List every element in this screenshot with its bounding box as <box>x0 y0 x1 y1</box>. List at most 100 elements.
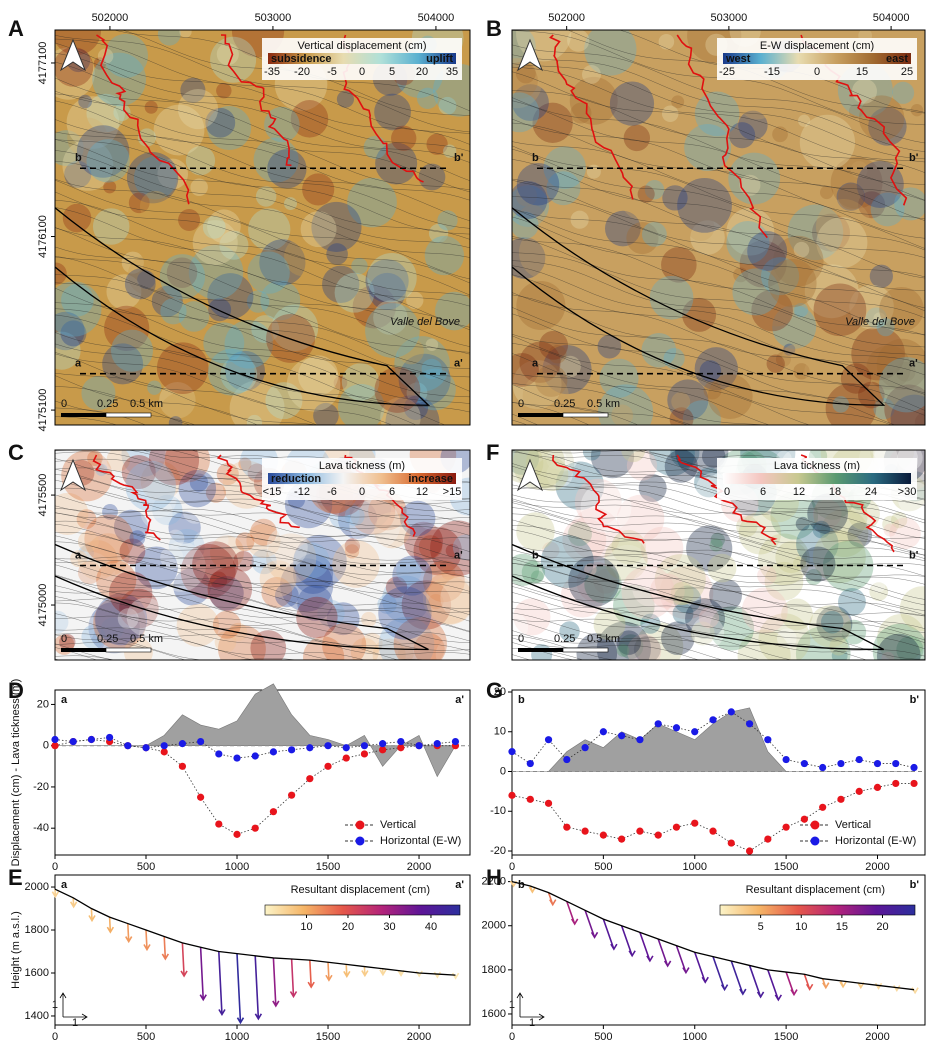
map-patch <box>426 576 470 624</box>
map-patch <box>55 130 84 166</box>
map-patch <box>55 603 96 650</box>
contour-line <box>55 179 470 284</box>
map-patch <box>216 43 239 66</box>
map-patch <box>368 272 406 311</box>
point <box>451 737 460 746</box>
map-patch <box>895 361 916 382</box>
contour-line <box>55 564 470 622</box>
map-patch <box>266 526 308 568</box>
map-patch <box>55 262 67 285</box>
x-tick-label: 504000 <box>418 12 455 24</box>
map-patch <box>869 582 889 601</box>
map-patch <box>418 163 446 191</box>
y-tick-label: -40 <box>33 822 49 834</box>
scalebar-white <box>105 647 152 653</box>
map-patch <box>208 298 232 322</box>
map-patch <box>190 178 208 197</box>
colorbar-tick-label: -25 <box>719 66 735 78</box>
map-patch <box>250 630 287 660</box>
lava-outline <box>220 34 292 167</box>
y-tick-label: 1400 <box>25 1010 49 1022</box>
map-patch <box>661 105 679 123</box>
point <box>672 823 681 831</box>
map-patch <box>84 514 134 564</box>
map-patch <box>62 139 114 191</box>
map-patch <box>375 142 418 185</box>
map-patch <box>436 232 470 275</box>
y-axis-label: Height (m a.s.l.) <box>10 911 22 989</box>
colorbar-tick-label: 30 <box>383 921 395 933</box>
map-patch <box>543 146 586 189</box>
map-patch <box>337 499 378 539</box>
map-patch <box>155 541 206 592</box>
map-patch <box>424 235 465 276</box>
map-patch <box>811 213 851 252</box>
lava-outline <box>549 34 634 200</box>
colorbar-tick-label: 12 <box>793 486 805 498</box>
map-patch <box>86 533 130 577</box>
x-tick-label: 1500 <box>774 861 798 873</box>
point <box>691 728 699 736</box>
map-patch <box>686 525 733 572</box>
contour-line <box>512 44 925 144</box>
profile-start: b <box>532 152 539 164</box>
map-patch <box>512 181 548 220</box>
point <box>306 744 314 752</box>
map-patch <box>76 125 130 178</box>
contour-line <box>512 179 925 279</box>
contour-line <box>512 637 700 660</box>
map-patch <box>207 273 254 320</box>
map-patch <box>365 303 420 358</box>
point <box>526 759 534 768</box>
contour-line <box>55 191 470 296</box>
contour-line <box>55 308 470 404</box>
map-patch <box>129 530 146 547</box>
map-patch <box>851 326 905 381</box>
x-tick-label: 1000 <box>683 861 707 873</box>
colorbar <box>268 53 456 64</box>
contour-line <box>55 352 319 425</box>
profile-start: b <box>518 879 525 891</box>
contour-line <box>55 558 470 616</box>
colorbar-tick-label: 15 <box>836 921 848 933</box>
map-patch <box>413 368 456 411</box>
map-patch <box>616 644 630 657</box>
map-patch <box>133 156 178 200</box>
y-tick-label: -20 <box>33 781 49 793</box>
contour-line <box>512 118 925 221</box>
x-tick-label: 1500 <box>316 861 340 873</box>
map-patch <box>530 570 544 584</box>
colorbar-title: Vertical displacement (cm) <box>298 40 427 52</box>
map-patch <box>598 384 654 425</box>
contour-line <box>55 207 470 307</box>
contour-line <box>55 532 470 585</box>
map-patch <box>207 106 252 151</box>
displacement-arrow <box>125 923 133 944</box>
displacement-arrow <box>566 901 579 926</box>
map-patch <box>293 542 330 579</box>
x-tick-label: 504000 <box>873 12 910 24</box>
map-patch <box>344 538 361 554</box>
colorbar-tick-label: 20 <box>876 921 888 933</box>
map-patch <box>542 344 592 395</box>
map-patch <box>148 450 200 486</box>
map-patch <box>159 254 206 300</box>
point <box>178 740 187 748</box>
map-patch <box>300 211 337 248</box>
point <box>819 803 827 811</box>
map <box>512 450 925 660</box>
map-patch <box>661 247 697 283</box>
map-patch <box>813 283 867 337</box>
point <box>800 759 808 768</box>
map-patch <box>188 245 244 300</box>
displacement-arrow <box>602 918 618 951</box>
panel-label: D <box>8 678 24 703</box>
map-patch <box>322 265 360 303</box>
contour-line <box>55 512 470 567</box>
contour-line <box>512 607 925 660</box>
contour-line <box>55 77 470 182</box>
map-patch <box>428 223 449 244</box>
map-patch <box>599 358 639 398</box>
plot-frame <box>511 874 926 1026</box>
map-patch <box>879 357 925 413</box>
